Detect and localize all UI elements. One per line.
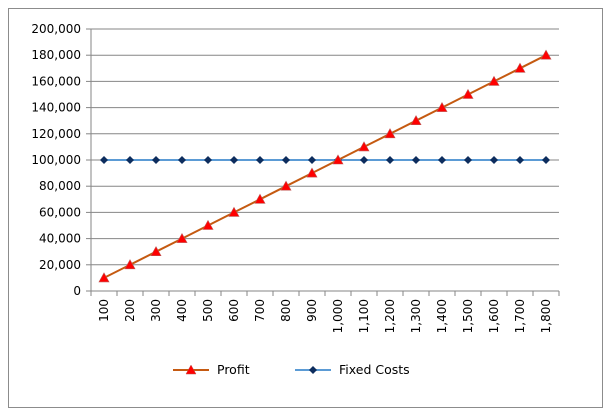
triangle-marker-icon <box>384 128 396 139</box>
triangle-marker-icon <box>150 246 162 256</box>
x-tick-label: 900 <box>305 299 319 322</box>
diamond-marker-icon <box>516 156 524 164</box>
diamond-marker-icon <box>256 156 264 164</box>
y-tick-label: 160,000 <box>31 74 81 88</box>
y-tick-label: 60,000 <box>39 205 81 219</box>
y-tick-label: 40,000 <box>39 232 81 246</box>
triangle-marker-icon <box>462 88 474 99</box>
triangle-marker-icon <box>332 154 344 165</box>
diamond-marker-icon <box>438 156 446 164</box>
legend-label-fixed-costs: Fixed Costs <box>339 362 410 377</box>
legend-item-profit: Profit <box>173 362 250 377</box>
x-tick-label: 800 <box>279 299 293 322</box>
diamond-marker-icon <box>412 156 420 164</box>
triangle-marker-icon <box>358 141 370 152</box>
triangle-marker-icon <box>173 363 209 374</box>
triangle-marker-icon <box>176 232 188 243</box>
triangle-marker-icon <box>514 62 526 73</box>
x-tick-label: 500 <box>201 299 215 322</box>
diamond-marker-icon <box>230 156 238 164</box>
diamond-marker-icon <box>386 156 394 164</box>
x-tick-label: 600 <box>227 299 241 322</box>
diamond-marker-icon <box>295 365 331 374</box>
triangle-marker-icon <box>202 219 214 230</box>
series-line-profit <box>103 54 547 279</box>
x-tick-label: 1,100 <box>357 299 371 333</box>
triangle-marker-icon <box>436 101 448 112</box>
chart-frame <box>8 8 603 408</box>
x-tick-label: 1,200 <box>383 299 397 333</box>
diamond-marker-icon <box>204 156 212 164</box>
diamond-marker-icon <box>464 156 472 164</box>
triangle-marker-icon <box>488 75 500 86</box>
y-tick-label: 100,000 <box>31 153 81 167</box>
diamond-marker-icon <box>542 156 550 164</box>
x-tick-label: 1,300 <box>409 299 423 333</box>
diamond-marker-icon <box>308 156 316 164</box>
triangle-marker-icon <box>280 180 292 191</box>
x-tick-label: 200 <box>123 299 137 322</box>
diamond-marker-icon <box>100 156 108 164</box>
x-tick-label: 300 <box>149 299 163 322</box>
diamond-marker-icon <box>152 156 160 164</box>
x-tick-label: 1,700 <box>513 299 527 333</box>
legend-item-fixed-costs: Fixed Costs <box>295 362 410 377</box>
y-tick-label: 200,000 <box>31 22 81 36</box>
triangle-marker-icon <box>98 272 110 283</box>
legend-label-profit: Profit <box>217 362 250 377</box>
y-tick-label: 20,000 <box>39 258 81 272</box>
diamond-marker-icon <box>282 156 290 164</box>
x-tick-label: 1,600 <box>487 299 501 333</box>
chart-legend: Profit Fixed Costs <box>0 362 615 386</box>
diamond-marker-icon <box>126 156 134 164</box>
y-tick-label: 120,000 <box>31 127 81 141</box>
diamond-marker-icon <box>490 156 498 164</box>
triangle-marker-icon <box>124 259 136 270</box>
x-tick-label: 400 <box>175 299 189 322</box>
y-tick-label: 180,000 <box>31 48 81 62</box>
x-tick-label: 1,000 <box>331 299 345 333</box>
y-tick-label: 140,000 <box>31 101 81 115</box>
triangle-marker-icon <box>540 49 552 60</box>
triangle-marker-icon <box>410 115 422 125</box>
diamond-marker-icon <box>360 156 368 164</box>
triangle-marker-icon <box>306 167 318 178</box>
x-tick-label: 1,500 <box>461 299 475 333</box>
x-tick-label: 1,800 <box>539 299 553 333</box>
x-tick-label: 1,400 <box>435 299 449 333</box>
x-tick-label: 700 <box>253 299 267 322</box>
triangle-marker-icon <box>254 193 266 204</box>
y-tick-label: 0 <box>73 284 81 298</box>
y-tick-label: 80,000 <box>39 179 81 193</box>
x-tick-label: 100 <box>97 299 111 322</box>
diamond-marker-icon <box>178 156 186 164</box>
triangle-marker-icon <box>228 206 240 217</box>
